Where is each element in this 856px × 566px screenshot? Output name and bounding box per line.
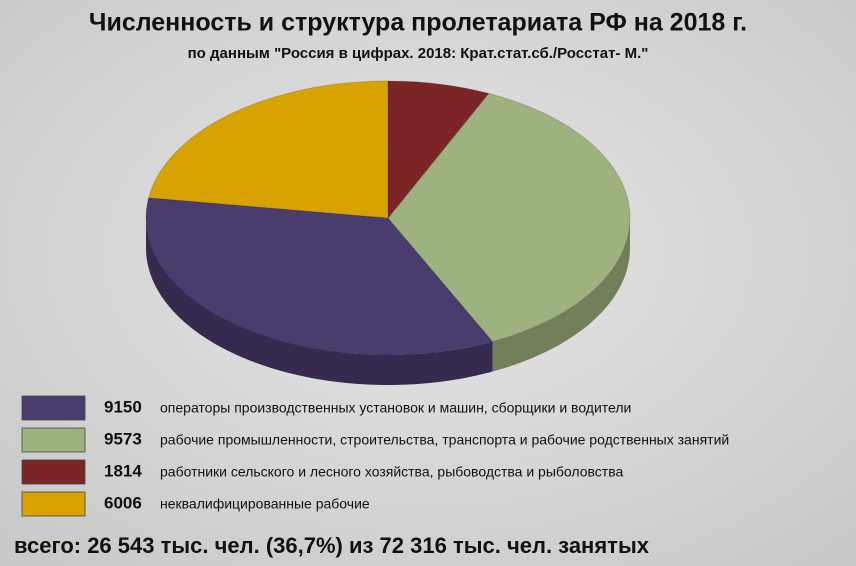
legend-value: 6006 <box>104 493 142 512</box>
slice-side <box>492 218 630 372</box>
legend-value: 1814 <box>104 461 142 480</box>
legend-swatch <box>21 395 86 421</box>
legend-label: работники сельского и лесного хозяйства,… <box>160 464 623 480</box>
legend-value: 9573 <box>104 429 142 448</box>
chart-title: Численность и структура пролетариата РФ … <box>89 9 747 37</box>
pie-slice <box>387 92 631 343</box>
legend-swatch <box>21 459 86 485</box>
chart-subtitle: по данным "Россия в цифрах. 2018: Крат.с… <box>188 45 649 62</box>
legend-label: рабочие промышленности, строительства, т… <box>160 432 729 448</box>
slice-side <box>146 218 493 385</box>
legend-swatch <box>21 427 86 453</box>
total-note: всего: 26 543 тыс. чел. (36,7%) из 72 31… <box>14 533 650 558</box>
legend-value: 9150 <box>104 397 142 416</box>
pie-slice <box>387 80 490 220</box>
legend-label: неквалифицированные рабочие <box>160 496 370 512</box>
legend-swatch <box>21 491 86 517</box>
pie-slice <box>148 80 389 219</box>
legend-label: операторы производственных установок и м… <box>160 400 631 416</box>
pie-slice <box>145 197 494 356</box>
